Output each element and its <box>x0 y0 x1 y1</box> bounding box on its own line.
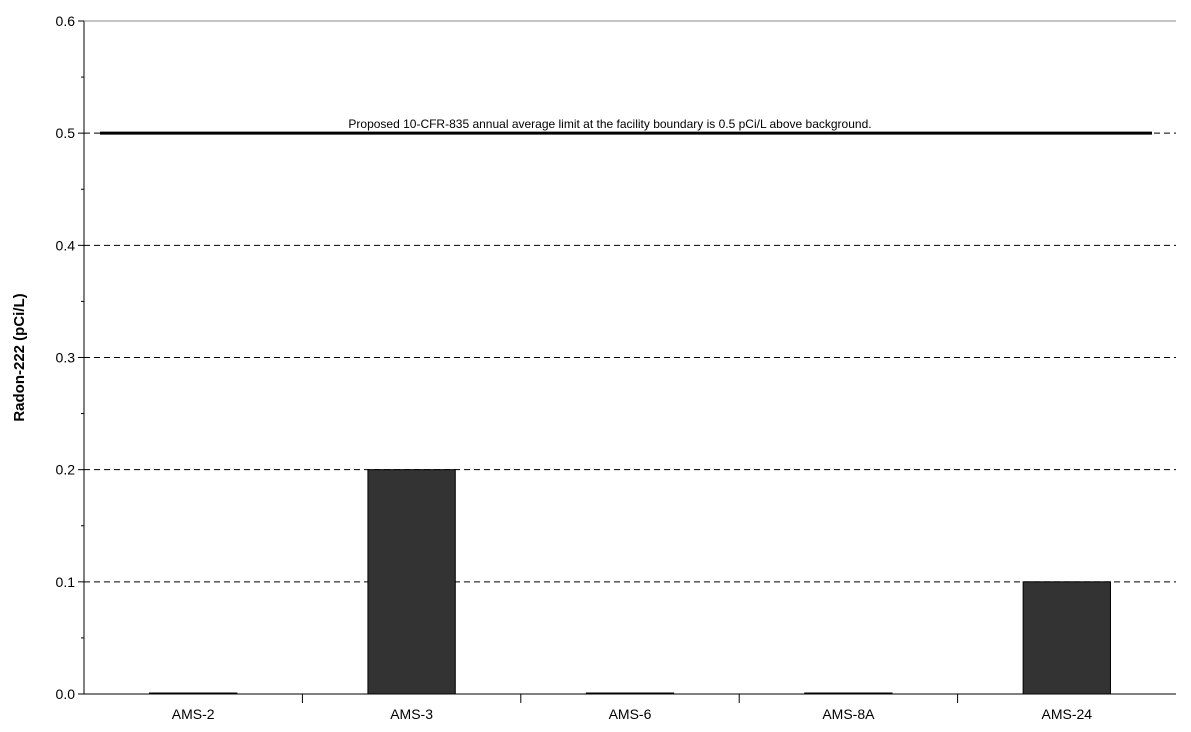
x-tick-label: AMS-2 <box>172 706 215 722</box>
y-axis-title: Radon-222 (pCi/L) <box>11 293 28 421</box>
x-tick-label: AMS-3 <box>390 706 433 722</box>
x-tick-label: AMS-8A <box>822 706 875 722</box>
y-tick-label: 0.4 <box>56 237 76 253</box>
y-tick-labels: 0.0 0.1 0.2 0.3 0.4 0.5 0.6 <box>56 13 84 702</box>
bar-ams-24 <box>1022 581 1111 695</box>
y-tick-label: 0.1 <box>56 574 76 590</box>
x-tick-labels: AMS-2 AMS-3 AMS-6 AMS-8A AMS-24 <box>172 694 1092 722</box>
grid-lines <box>84 132 1176 583</box>
y-tick-label: 0.5 <box>56 125 76 141</box>
x-tick-label: AMS-24 <box>1042 706 1093 722</box>
y-tick-label: 0.2 <box>56 462 76 478</box>
reference-line-group: Proposed 10-CFR-835 annual average limit… <box>100 117 1152 135</box>
x-tick-label: AMS-6 <box>609 706 652 722</box>
bar-ams-3 <box>367 469 456 695</box>
y-tick-label: 0.3 <box>56 350 76 366</box>
y-tick-label: 0.0 <box>56 686 76 702</box>
y-tick-label: 0.6 <box>56 13 76 29</box>
reference-limit-annotation: Proposed 10-CFR-835 annual average limit… <box>348 117 871 131</box>
